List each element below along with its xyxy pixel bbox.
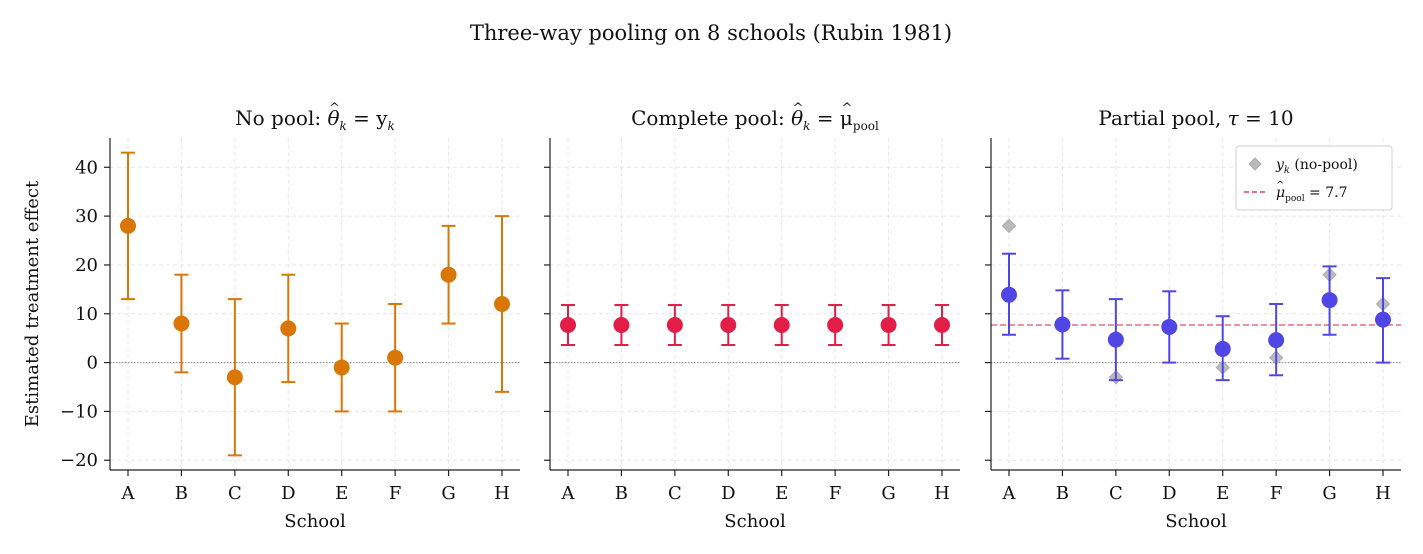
panel-title: No pool: θk = yk <box>235 106 395 133</box>
panel-no-pool: −20 −10 0 10 20 30 40 A B C D E F G H School No pool: θk… <box>60 101 520 532</box>
data-point <box>827 316 844 333</box>
x-tick-label: H <box>494 483 510 504</box>
panel-title: Partial pool, τ = 10 <box>1098 106 1293 130</box>
x-tick-label: G <box>1322 483 1336 504</box>
x-tick-label: H <box>934 483 950 504</box>
x-tick-label: D <box>721 483 735 504</box>
legend: yk (no-pool) μpool = 7.7^ <box>1235 145 1393 211</box>
data-point <box>1268 332 1285 349</box>
x-tick-label: A <box>121 483 136 504</box>
data-point <box>1321 292 1338 309</box>
x-tick-label: A <box>1002 483 1017 504</box>
y-tick-label: 30 <box>75 206 98 227</box>
x-tick-label: E <box>775 483 788 504</box>
y-axis-label: Estimated treatment effect <box>22 180 43 427</box>
figure-title: Three-way pooling on 8 schools (Rubin 19… <box>470 21 952 45</box>
legend-label-pooled-mean: μpool = 7.7 <box>1276 185 1348 204</box>
data-point <box>333 359 350 376</box>
x-tick-label: G <box>881 483 895 504</box>
data-point <box>1054 316 1071 333</box>
x-tick-label: F <box>389 483 402 504</box>
y-tick-label: 20 <box>75 255 98 276</box>
title-hat-mark: ^ <box>329 101 340 116</box>
x-tick-label: B <box>1056 483 1069 504</box>
x-axis-label: School <box>284 511 346 532</box>
data-point <box>666 316 683 333</box>
data-point <box>613 316 630 333</box>
data-point <box>934 316 950 333</box>
x-tick-label: C <box>668 483 682 504</box>
data-point <box>280 320 297 337</box>
panel-title: Complete pool: θk = μpool <box>631 106 879 133</box>
legend-marker-no-pool <box>1248 157 1262 171</box>
x-tick-label: G <box>441 483 455 504</box>
x-tick-label: C <box>228 483 242 504</box>
panel-partial-pool: A B C D E F G H School Partial pool, τ = 10 yk (no… <box>985 106 1401 532</box>
panel-complete-pool: A B C D E F G H School Complete pool: θk = μpool^… <box>544 101 960 532</box>
title-hat-mark-mu: ^ <box>841 101 852 116</box>
x-tick-label: B <box>615 483 628 504</box>
data-point <box>387 349 404 366</box>
x-axis-label: School <box>1165 511 1227 532</box>
legend-hat-mark: ^ <box>1276 180 1284 191</box>
data-point <box>720 316 737 333</box>
x-tick-label: E <box>1216 483 1229 504</box>
x-tick-label: C <box>1109 483 1123 504</box>
y-tick-label: 0 <box>87 353 98 374</box>
data-point <box>173 315 190 332</box>
x-tick-label: D <box>1162 483 1176 504</box>
data-point <box>226 369 243 386</box>
data-point <box>773 316 790 333</box>
data-point <box>1375 311 1391 328</box>
data-point <box>120 217 136 234</box>
data-point <box>1001 286 1017 303</box>
x-axis-label: School <box>724 511 786 532</box>
data-point <box>1107 331 1124 348</box>
legend-box <box>1235 145 1393 211</box>
x-tick-label: F <box>829 483 842 504</box>
x-tick-label: D <box>281 483 295 504</box>
x-tick-label: F <box>1270 483 1283 504</box>
x-tick-label: E <box>335 483 348 504</box>
data-point <box>880 316 897 333</box>
legend-label-no-pool: yk (no-pool) <box>1275 157 1358 176</box>
data-point <box>560 316 576 333</box>
title-hat-mark: ^ <box>793 101 804 116</box>
x-tick-label: H <box>1375 483 1391 504</box>
x-tick-label: B <box>175 483 188 504</box>
no-pool-marker <box>1001 218 1017 234</box>
data-point <box>1161 318 1178 335</box>
y-tick-label: −20 <box>60 450 98 471</box>
y-tick-label: 40 <box>75 157 98 178</box>
y-tick-label: 10 <box>75 304 98 325</box>
data-point <box>1214 340 1231 357</box>
data-point <box>440 266 457 283</box>
data-point <box>494 296 510 312</box>
y-tick-label: −10 <box>60 401 98 422</box>
x-tick-label: A <box>561 483 576 504</box>
